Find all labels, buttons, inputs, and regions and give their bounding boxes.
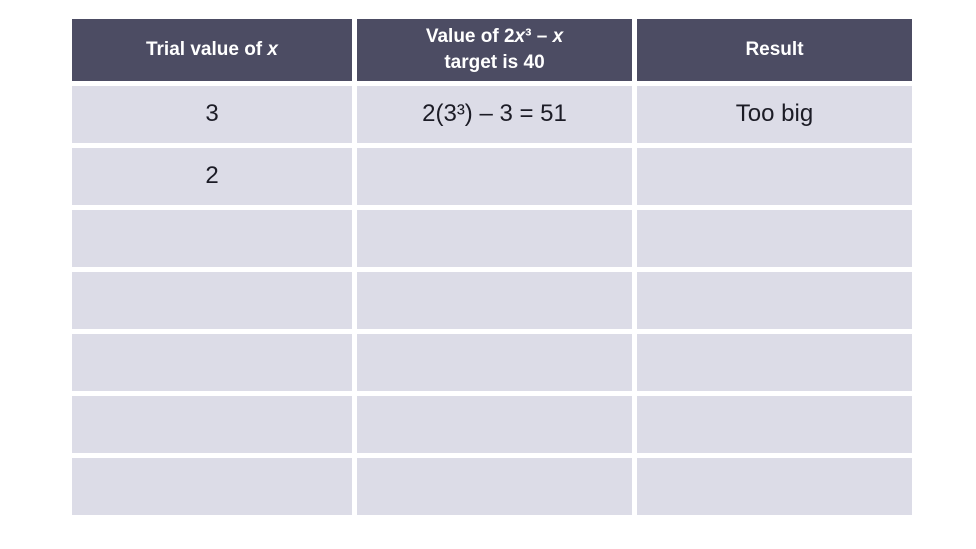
- header-expression-line1: Value of 2x³ – x: [426, 24, 563, 50]
- table-cell: [357, 396, 632, 453]
- table-cell: [357, 458, 632, 515]
- table-cell: 3: [72, 86, 352, 143]
- table-cell: [637, 210, 912, 267]
- table-cell: [357, 334, 632, 391]
- table-cell: [637, 396, 912, 453]
- variable-x: x: [267, 39, 278, 61]
- table-cell: [357, 148, 632, 205]
- table-cell: [72, 334, 352, 391]
- table-cell: [72, 396, 352, 453]
- table-cell: [637, 334, 912, 391]
- variable-x: x: [552, 26, 564, 48]
- table-cell: [637, 272, 912, 329]
- table-cell: 2: [72, 148, 352, 205]
- table-cell: [72, 458, 352, 515]
- header-trial-value: Trial value of x: [72, 19, 352, 81]
- table-cell: [72, 210, 352, 267]
- trial-and-improvement-table: Trial value of x Value of 2x³ – x target…: [72, 19, 912, 515]
- table-cell: [357, 272, 632, 329]
- header-expression: Value of 2x³ – x target is 40: [357, 19, 632, 81]
- header-trial-value-label: Trial value of x: [146, 37, 278, 63]
- header-text: Trial value of: [145, 39, 268, 61]
- header-text: Value of 2: [425, 26, 515, 48]
- table-cell: 2(3³) – 3 = 51: [357, 86, 632, 143]
- header-result: Result: [637, 19, 912, 81]
- header-expression-line2: target is 40: [444, 52, 545, 73]
- variable-x: x: [514, 26, 526, 48]
- header-text: ³ –: [525, 26, 553, 48]
- table-cell: [637, 458, 912, 515]
- table-cell: [637, 148, 912, 205]
- table-cell: [72, 272, 352, 329]
- table-cell: [357, 210, 632, 267]
- table-cell: Too big: [637, 86, 912, 143]
